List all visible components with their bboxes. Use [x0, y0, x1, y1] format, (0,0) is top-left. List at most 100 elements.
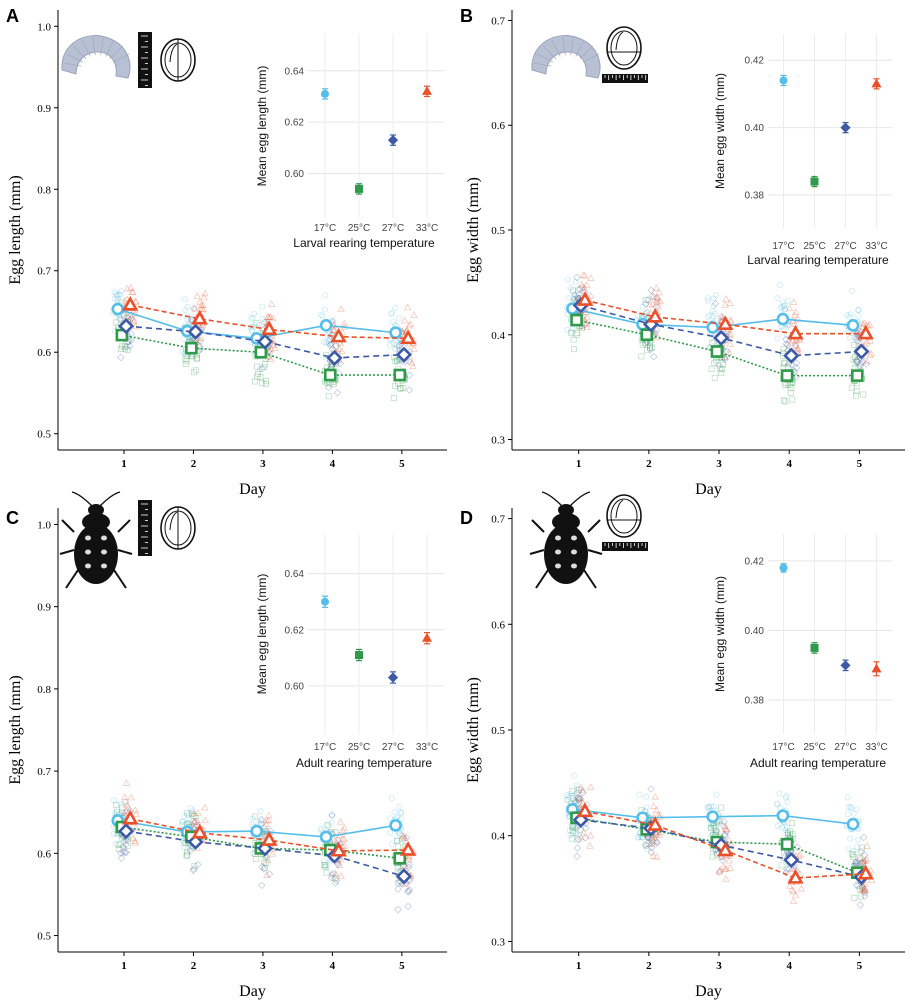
mean-point-diamond: [187, 833, 204, 850]
raw-point: [866, 351, 874, 358]
inset-point-square: [355, 651, 363, 660]
inset-chart: 0.38 0.40 0.42 17°C 25°C 27°C 33°C Adult rearin…: [713, 534, 892, 770]
raw-point: [570, 295, 577, 302]
raw-point: [781, 302, 788, 309]
raw-point: [191, 818, 200, 827]
raw-point: [718, 313, 726, 321]
mean-point-square: [710, 345, 724, 358]
raw-point: [333, 836, 342, 844]
beetle-leg: [65, 569, 79, 589]
beetle-leg: [587, 519, 601, 533]
raw-point: [861, 856, 870, 864]
y-tick-label: 0.5: [491, 225, 505, 237]
raw-point: [124, 346, 131, 353]
raw-point: [129, 316, 137, 323]
raw-point: [789, 887, 798, 895]
raw-point: [652, 830, 660, 838]
raw-point: [121, 343, 128, 350]
raw-point: [391, 341, 398, 348]
raw-point: [185, 819, 192, 826]
raw-point: [655, 288, 663, 296]
raw-point: [791, 342, 800, 349]
raw-point: [789, 897, 798, 904]
inset-point-square: [355, 184, 363, 193]
raw-point: [642, 297, 649, 303]
raw-point: [190, 369, 197, 376]
raw-point: [255, 370, 262, 377]
inset-y-tick-label: 0.60: [285, 169, 305, 180]
raw-point: [647, 848, 655, 857]
raw-point: [253, 320, 260, 327]
raw-point: [783, 794, 789, 801]
raw-point: [858, 883, 867, 891]
raw-point: [325, 393, 332, 400]
raw-point: [788, 384, 795, 391]
raw-point: [405, 357, 413, 366]
raw-point: [717, 313, 726, 321]
inset-y-tick-label: 0.42: [745, 556, 765, 567]
y-tick-label: 0.4: [491, 330, 505, 342]
raw-point: [405, 321, 413, 329]
raw-point: [866, 320, 874, 328]
raw-point: [782, 868, 790, 877]
raw-point: [337, 305, 345, 313]
inset-x-tick-label: 17°C: [772, 742, 794, 753]
raw-point: [710, 303, 717, 310]
raw-point: [574, 836, 581, 843]
inset-y-tick-label: 0.62: [285, 118, 305, 129]
raw-point: [269, 314, 277, 322]
raw-point: [124, 803, 132, 810]
raw-point: [639, 303, 646, 310]
mean-point-square: [254, 345, 268, 359]
raw-point: [399, 832, 407, 839]
egg-highlight: [169, 511, 178, 531]
raw-point: [858, 885, 866, 893]
raw-point: [860, 857, 869, 864]
raw-point: [262, 853, 271, 862]
raw-point: [570, 824, 577, 831]
y-tick-label: 0.8: [37, 184, 51, 196]
raw-point: [190, 809, 198, 817]
larva-segment: [72, 45, 87, 60]
raw-point: [263, 827, 271, 835]
raw-point: [400, 316, 409, 324]
raw-point: [651, 793, 659, 800]
raw-point: [119, 809, 126, 816]
raw-point: [183, 853, 190, 860]
raw-point: [127, 314, 136, 323]
raw-point: [848, 384, 855, 391]
raw-point: [571, 291, 580, 299]
raw-point: [391, 809, 398, 816]
beetle-spot: [555, 549, 561, 555]
raw-point: [264, 816, 273, 824]
mean-point-triangle: [330, 841, 347, 857]
raw-point: [339, 834, 347, 842]
raw-point: [118, 343, 125, 350]
raw-point: [654, 302, 662, 310]
panel-icons: [59, 491, 196, 589]
raw-point: [774, 822, 781, 829]
raw-point: [399, 836, 406, 843]
raw-point: [855, 307, 862, 313]
raw-point: [340, 835, 348, 842]
raw-point: [193, 355, 200, 362]
mean-point-circle: [846, 817, 860, 831]
raw-point: [650, 837, 658, 845]
inset-y-tick-label: 0.40: [745, 123, 765, 134]
raw-point: [856, 854, 864, 862]
raw-point: [256, 366, 263, 373]
raw-point: [859, 886, 868, 894]
raw-point: [189, 807, 196, 814]
x-tick-label: 3: [260, 458, 266, 470]
larva-body: [531, 35, 601, 79]
raw-point: [116, 315, 124, 323]
raw-point: [123, 800, 131, 808]
raw-point: [131, 838, 140, 846]
raw-point: [855, 836, 862, 843]
raw-point: [320, 338, 327, 345]
raw-point: [652, 806, 661, 813]
y-tick-label: 1.0: [37, 519, 51, 531]
raw-point: [390, 318, 397, 325]
raw-point: [713, 292, 720, 298]
raw-point: [786, 882, 794, 889]
